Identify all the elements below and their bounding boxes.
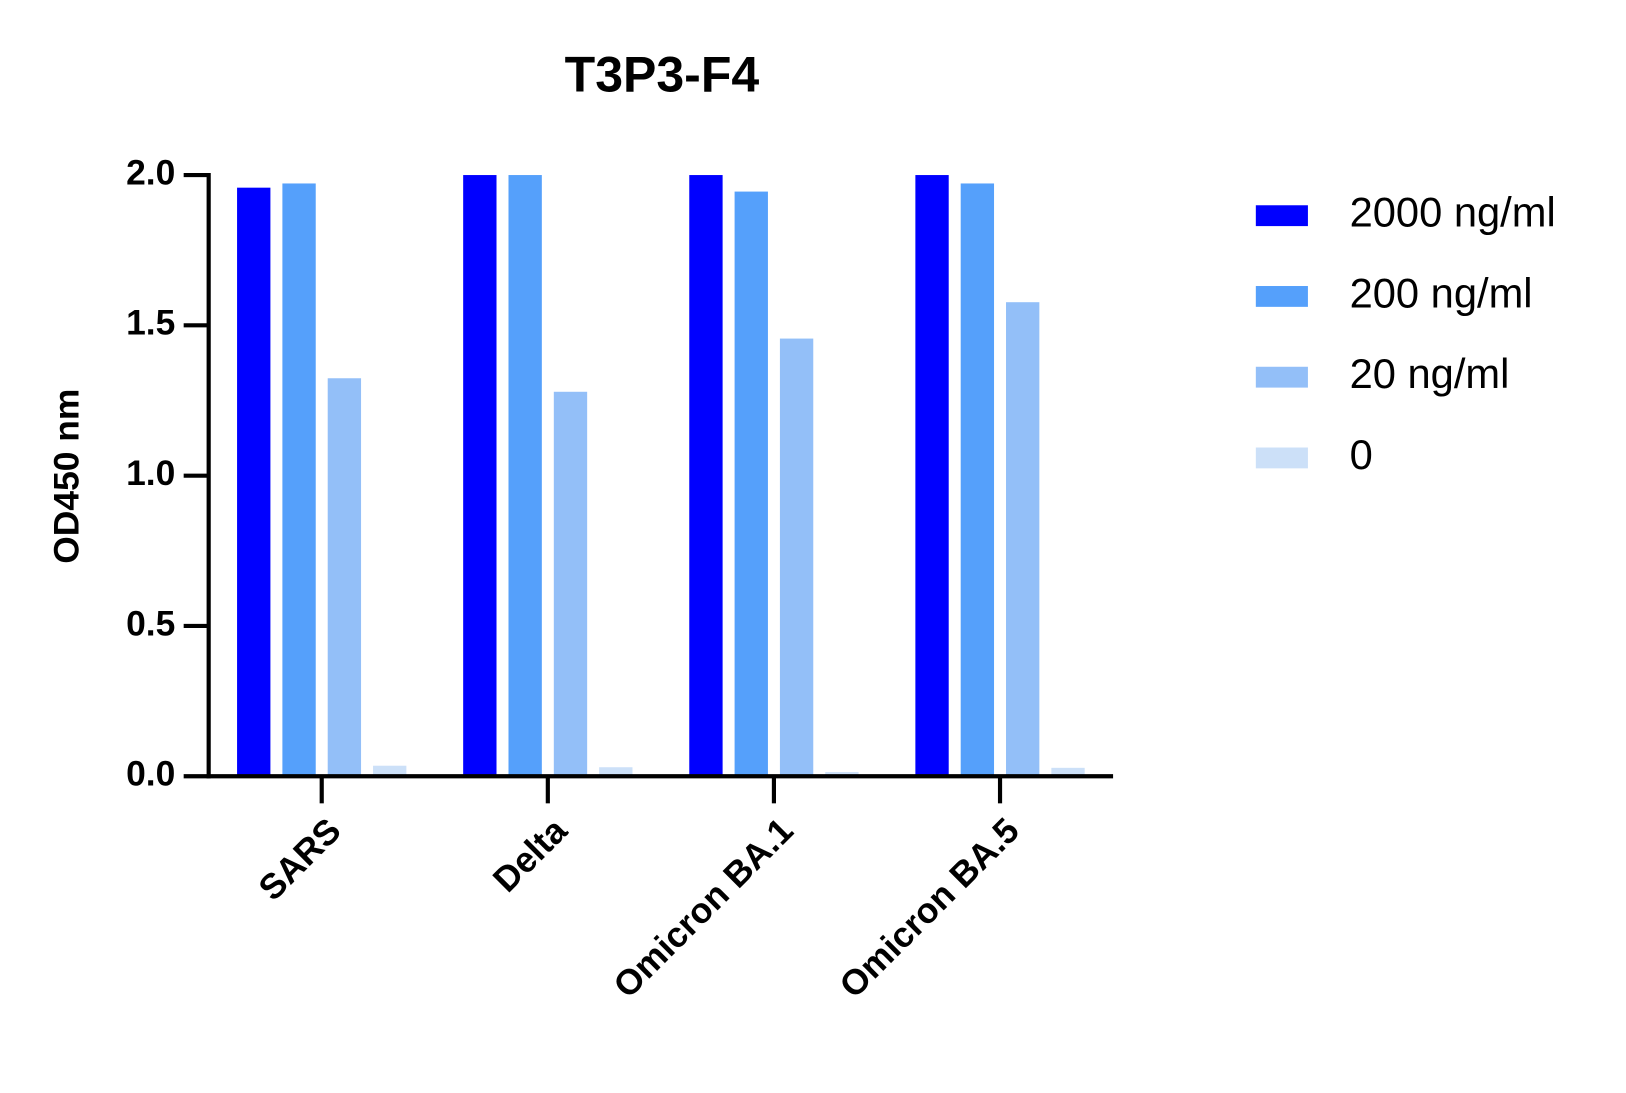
bar xyxy=(282,183,316,777)
legend-label: 2000 ng/ml xyxy=(1350,189,1556,236)
bar xyxy=(463,175,497,777)
x-tick-label: SARS xyxy=(251,810,349,908)
legend-label: 200 ng/ml xyxy=(1350,269,1533,316)
bar xyxy=(599,767,633,777)
y-axis-label: OD450 nm xyxy=(46,389,86,564)
x-tick-label: Omicron BA.1 xyxy=(606,810,801,1005)
bar xyxy=(734,191,768,777)
x-tick-label: Delta xyxy=(485,810,575,900)
bar xyxy=(1051,767,1085,777)
y-tick-label: 0.5 xyxy=(126,603,175,643)
bar xyxy=(373,765,407,777)
bar xyxy=(553,391,588,777)
x-tick-label: Omicron BA.5 xyxy=(832,810,1027,1005)
bar xyxy=(915,175,949,777)
bar xyxy=(825,772,859,777)
bar xyxy=(960,183,995,777)
bar xyxy=(1006,302,1040,777)
bar xyxy=(508,175,542,777)
y-tick-label: 0.0 xyxy=(126,754,175,794)
chart-title: T3P3-F4 xyxy=(565,46,760,102)
bar xyxy=(237,187,271,777)
legend-swatch xyxy=(1255,447,1308,469)
bar xyxy=(327,378,362,777)
legend-label: 20 ng/ml xyxy=(1350,350,1510,397)
y-tick-label: 2.0 xyxy=(126,152,175,192)
y-tick-label: 1.0 xyxy=(126,453,175,493)
legend-label: 0 xyxy=(1350,431,1373,478)
legend-swatch xyxy=(1255,366,1308,388)
y-tick-label: 1.5 xyxy=(126,303,175,343)
bar xyxy=(689,175,723,777)
legend-swatch xyxy=(1255,286,1308,307)
legend-swatch xyxy=(1255,205,1308,227)
bar xyxy=(779,338,814,777)
